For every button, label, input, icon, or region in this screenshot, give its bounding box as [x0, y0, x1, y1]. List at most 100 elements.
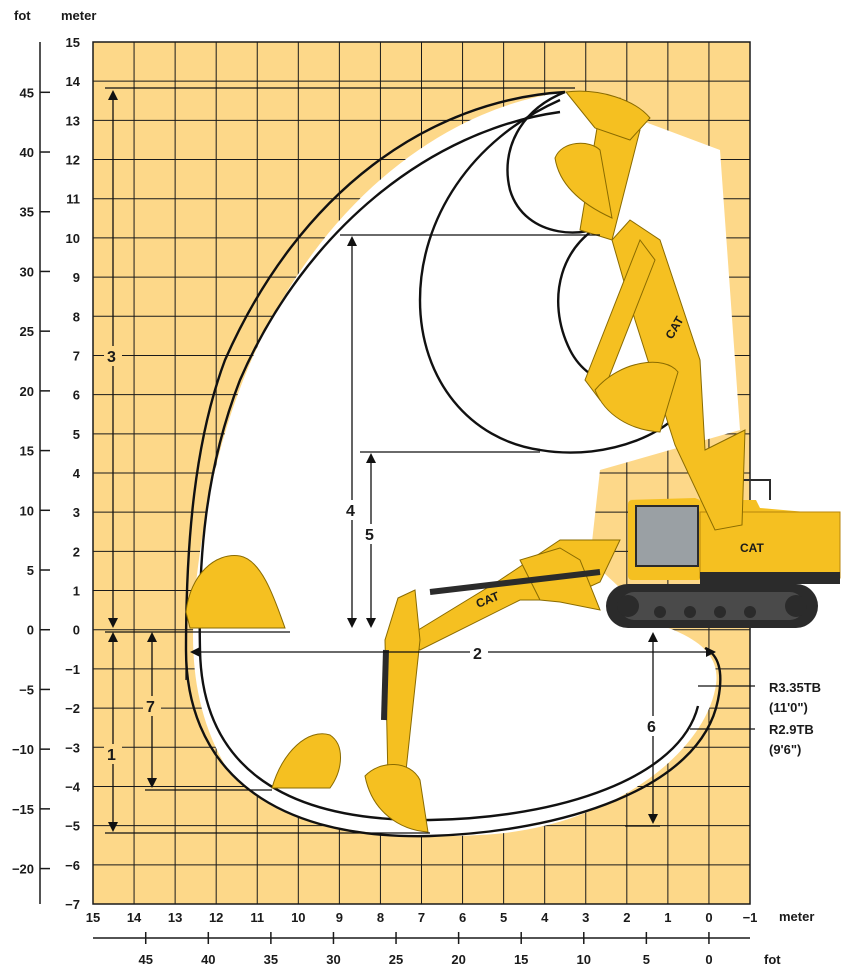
- left-unit-meter: meter: [61, 8, 96, 23]
- x-feet-tick-label: 15: [514, 952, 528, 967]
- hydraulic-cylinder-deep: [381, 649, 389, 721]
- y-meter-tick-label: −5: [65, 819, 80, 834]
- x-meter-tick-label: 12: [209, 910, 223, 925]
- excavator: CAT CAT CAT: [185, 90, 841, 833]
- y-meter-tick-label: 8: [73, 309, 80, 324]
- bucket-upper-left: [554, 142, 613, 219]
- y-feet-tick-label: 25: [20, 324, 34, 339]
- y-feet-tick-label: 5: [27, 563, 34, 578]
- bucket-mid: [594, 361, 679, 433]
- y-feet-tick-label: 20: [20, 384, 34, 399]
- x-feet-tick-label: 35: [264, 952, 278, 967]
- y-feet-tick-label: 45: [20, 85, 34, 100]
- outer-reach-curve: [184, 90, 722, 838]
- y-meter-tick-label: −1: [65, 662, 80, 677]
- y-feet-tick-label: 40: [20, 145, 34, 160]
- y-meter-tick-label: 13: [66, 113, 80, 128]
- hydraulic-cylinder-ground: [429, 569, 601, 595]
- y-feet-tick-label: −20: [12, 862, 34, 877]
- y-meter-tick-label: −7: [65, 897, 80, 912]
- y-feet-tick-label: 10: [20, 503, 34, 518]
- counterweight-base: [700, 572, 840, 584]
- y-meter-tick-label: 0: [73, 623, 80, 638]
- dim-label-6: 6: [647, 719, 656, 736]
- dimension-labels: 3 1 7 4 5 6 2: [104, 346, 662, 764]
- x-meter-tick-label: 7: [418, 910, 425, 925]
- y-meter-tick-label: 4: [73, 466, 81, 481]
- bucket-top: [565, 90, 651, 141]
- dim-label-7: 7: [146, 699, 155, 716]
- track-rollers: [617, 595, 807, 618]
- x-meter-tick-label: 0: [705, 910, 712, 925]
- bucket-deep: [364, 763, 429, 833]
- y-meter-tick-label: 5: [73, 427, 80, 442]
- x-meter-tick-label: 11: [250, 910, 264, 925]
- y-meter-tick-label: −6: [65, 858, 80, 873]
- y-meter-tick-label: 14: [66, 74, 81, 89]
- y-feet-tick-label: 30: [20, 264, 34, 279]
- x-meter-tick-label: 4: [541, 910, 549, 925]
- y-meter-tick-label: −2: [65, 701, 80, 716]
- stick-option-1-name: R3.35TB: [769, 680, 821, 695]
- x-meter-tick-label: 5: [500, 910, 507, 925]
- digging-loop-curve-2: [418, 98, 692, 454]
- y-meter-tick-label: 7: [73, 348, 80, 363]
- x-feet-tick-label: 45: [138, 952, 152, 967]
- y-meter-tick-label: 9: [73, 270, 80, 285]
- track-frame: [620, 592, 804, 620]
- x-meter-tick-label: 15: [86, 910, 100, 925]
- x-feet-tick-label: 40: [201, 952, 215, 967]
- dim-label-3: 3: [107, 349, 116, 366]
- x-meter-tick-label: 13: [168, 910, 182, 925]
- y-meter-tick-label: −4: [65, 779, 81, 794]
- y-meter-tick-label: 15: [66, 35, 80, 50]
- y-feet-tick-label: 35: [20, 205, 34, 220]
- bucket-left-ground: [185, 555, 286, 629]
- working-envelope-fill: [193, 92, 741, 837]
- dim-label-4: 4: [346, 503, 355, 520]
- x-feet-tick-label: 0: [705, 952, 712, 967]
- y-meter-tick-label: 6: [73, 388, 80, 403]
- y-meter-tick-label: 1: [73, 584, 80, 599]
- y-meter-tick-label: 12: [66, 153, 80, 168]
- cab-window: [635, 505, 699, 567]
- x-meter-tick-label: 9: [336, 910, 343, 925]
- x-feet-tick-label: 30: [326, 952, 340, 967]
- y-feet-tick-label: 15: [20, 444, 34, 459]
- stick-leader-lines: [690, 685, 755, 730]
- x-meter-tick-label: 1: [664, 910, 671, 925]
- y-meter-tick-label: −3: [65, 740, 80, 755]
- y-feet-tick-label: 0: [27, 623, 34, 638]
- y-meter-tick-label: 10: [66, 231, 80, 246]
- x-meter-tick-label: −1: [743, 910, 758, 925]
- left-unit-feet: fot: [14, 8, 31, 23]
- x-feet-tick-label: 20: [451, 952, 465, 967]
- grid-border: [92, 41, 751, 905]
- bucket-lower-left: [271, 733, 341, 789]
- y-meter-tick-label: 11: [66, 192, 80, 207]
- stick-option-2-name: R2.9TB: [769, 722, 814, 737]
- feet-tick-marks: [39, 42, 750, 944]
- boom-upper-pose: [611, 219, 746, 531]
- x-meter-tick-label: 6: [459, 910, 466, 925]
- x-feet-tick-label: 5: [643, 952, 650, 967]
- x-feet-tick-label: 10: [577, 952, 591, 967]
- y-feet-tick-label: −5: [19, 682, 34, 697]
- cat-logo-body: CAT: [740, 541, 764, 555]
- stick-option-1-length: (11'0"): [769, 700, 808, 715]
- x-meter-tick-label: 10: [291, 910, 305, 925]
- bottom-unit-feet: fot: [764, 952, 781, 967]
- x-meter-tick-label: 2: [623, 910, 630, 925]
- y-meter-tick-label: 2: [73, 544, 80, 559]
- y-feet-tick-label: −10: [12, 742, 34, 757]
- dim-label-1: 1: [107, 747, 116, 764]
- x-meter-tick-label: 8: [377, 910, 384, 925]
- stick-option-labels: R3.35TB (11'0") R2.9TB (9'6"): [769, 680, 821, 757]
- dim-label-2: 2: [473, 646, 482, 663]
- arrowheads: [108, 90, 716, 832]
- bottom-unit-meter: meter: [779, 909, 814, 924]
- stick-option-2-length: (9'6"): [769, 742, 801, 757]
